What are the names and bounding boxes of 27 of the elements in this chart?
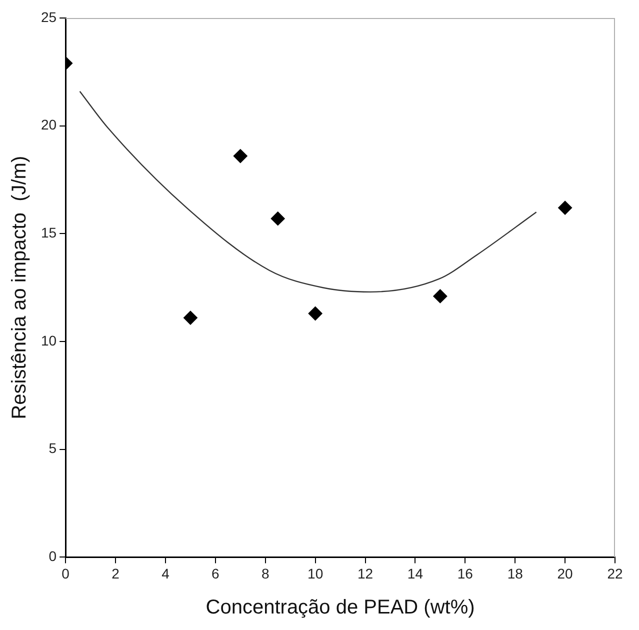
x-tick-label: 4 [162, 565, 170, 582]
y-tick-label: 0 [48, 548, 57, 564]
x-tick-label: 8 [261, 565, 270, 582]
y-axis-title: Resistência ao impacto (J/m) [8, 156, 31, 420]
x-tick-label: 2 [112, 565, 120, 582]
point [433, 289, 448, 304]
line-series [79, 90, 537, 293]
y-tick-label: 20 [40, 116, 57, 133]
x-tick-label: 10 [308, 565, 324, 582]
point [558, 200, 572, 215]
x-tick-label: 14 [407, 565, 424, 582]
point [233, 149, 248, 164]
x-tick-label: 18 [507, 565, 524, 582]
x-tick-label: 16 [457, 565, 474, 582]
y-tick-label: 5 [48, 440, 57, 456]
point [183, 310, 198, 325]
x-tick-label: 20 [557, 565, 574, 582]
x-tick-label: 22 [607, 565, 623, 582]
x-tick-label: 0 [62, 565, 70, 582]
y-tick-label: 15 [40, 224, 57, 241]
x-tick-label: 12 [357, 565, 374, 582]
point [308, 306, 322, 320]
y-tick-label: 25 [40, 8, 57, 25]
y-tick-label: 10 [40, 332, 57, 348]
x-tick-label: 6 [212, 565, 220, 582]
x-axis-title: Concentração de PEAD (wt%) [206, 596, 475, 619]
point [270, 212, 285, 226]
